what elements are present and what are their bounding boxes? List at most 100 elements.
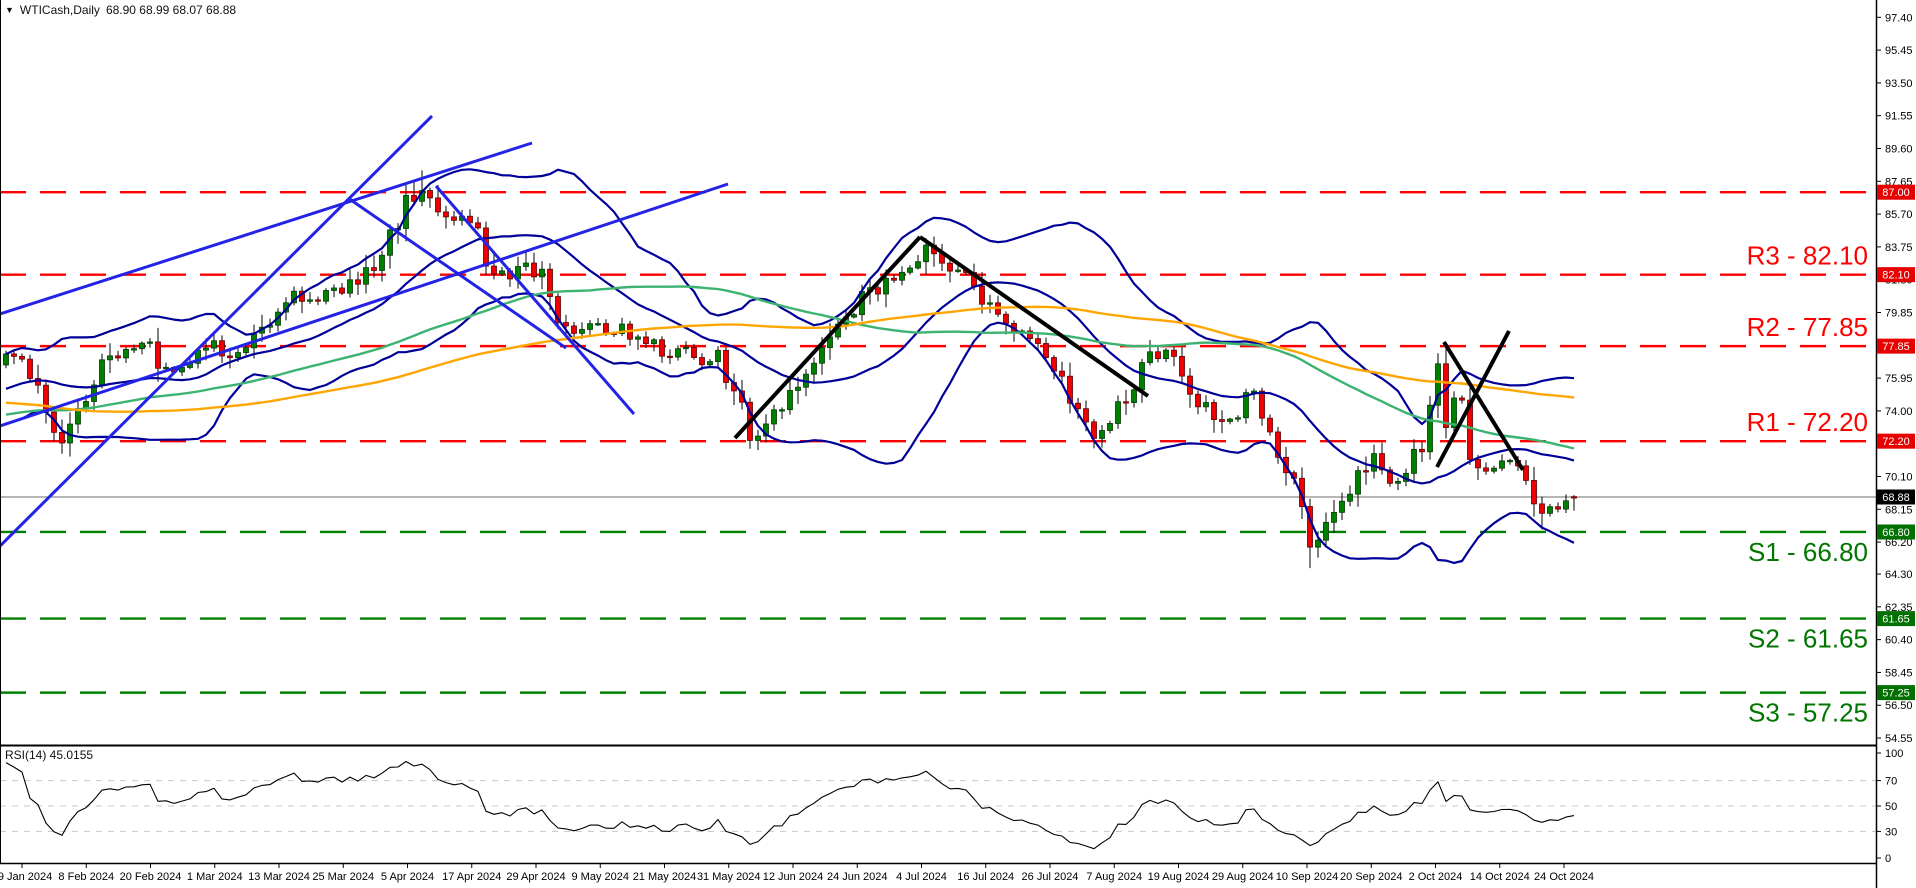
price-tick-label: 58.45	[1885, 667, 1913, 679]
candle-body	[1275, 431, 1281, 458]
candle-body	[523, 262, 529, 267]
price-tick-label: 85.70	[1885, 209, 1913, 221]
price-tick-label: 64.30	[1885, 569, 1913, 581]
candle-body	[1331, 511, 1337, 523]
candle-body	[603, 323, 609, 334]
candle-body	[915, 261, 921, 269]
candle-body	[123, 348, 129, 359]
candle-body	[1523, 465, 1529, 481]
rsi-tick-label: 30	[1885, 826, 1897, 838]
price-tick-label: 74.00	[1885, 406, 1913, 418]
candle-body	[1219, 419, 1225, 422]
candle-body	[467, 215, 473, 224]
black-trendline	[1435, 330, 1511, 468]
price-badge-label: 66.80	[1882, 527, 1910, 539]
candle-body	[579, 329, 585, 334]
candle-body	[811, 362, 817, 375]
candle-body	[163, 366, 169, 370]
date-label: 20 Sep 2024	[1340, 871, 1402, 883]
candle-body	[1435, 363, 1441, 406]
price-tick-label: 56.50	[1885, 700, 1913, 712]
candle-body	[1483, 467, 1489, 472]
candle-body	[1099, 430, 1105, 439]
candle-body	[451, 216, 457, 221]
date-label: 16 Jul 2024	[957, 871, 1014, 883]
candle-body	[1035, 338, 1041, 344]
candle-body	[1491, 467, 1497, 472]
price-badge-label: 82.10	[1882, 270, 1910, 282]
price-tick-label: 79.85	[1885, 307, 1913, 319]
candle-body	[387, 229, 393, 256]
candle-body	[155, 341, 161, 369]
candle-body	[819, 347, 825, 364]
price-badge	[1877, 685, 1915, 701]
indicators-layer	[5, 168, 1575, 850]
candles-layer	[3, 170, 1577, 569]
black-trendline	[733, 235, 922, 440]
candle-body	[571, 325, 577, 334]
candle-body	[371, 267, 377, 271]
candle-body	[587, 323, 593, 330]
candle-body	[179, 367, 185, 373]
date-label: 4 Jul 2024	[896, 871, 947, 883]
candle-body	[1043, 343, 1049, 358]
date-label: 13 Mar 2024	[248, 871, 310, 883]
candle-body	[1075, 402, 1081, 410]
price-tick-label: 93.50	[1885, 78, 1913, 90]
price-badge	[1877, 338, 1915, 354]
candle-body	[147, 341, 153, 344]
candle-body	[1419, 448, 1425, 453]
candle-body	[1123, 401, 1129, 404]
symbol-dropdown-arrow-icon[interactable]: ▼	[5, 5, 14, 15]
candle-body	[955, 269, 961, 272]
candle-body	[211, 340, 217, 349]
candle-body	[499, 270, 505, 275]
candle-body	[651, 339, 657, 345]
candle-body	[1195, 393, 1201, 408]
candle-body	[1139, 362, 1145, 391]
date-label: 24 Jun 2024	[827, 871, 888, 883]
candle-body	[531, 262, 537, 278]
candle-body	[619, 323, 625, 334]
candle-body	[1067, 375, 1073, 404]
date-label: 20 Feb 2024	[120, 871, 182, 883]
date-label: 12 Jun 2024	[763, 871, 824, 883]
candle-body	[1339, 500, 1345, 513]
resistance-label: R3 - 82.10	[1747, 241, 1868, 271]
price-tick-label: 89.60	[1885, 143, 1913, 155]
candle-body	[563, 322, 569, 327]
date-label: 19 Aug 2024	[1148, 871, 1210, 883]
candle-body	[659, 339, 665, 357]
candle-body	[99, 359, 105, 386]
ohlc-values: 68.90 68.99 68.07 68.88	[105, 3, 237, 17]
candle-body	[27, 358, 33, 379]
candle-body	[1059, 370, 1065, 377]
candle-body	[1227, 418, 1233, 422]
date-label: 8 Feb 2024	[58, 871, 114, 883]
date-label: 7 Aug 2024	[1086, 871, 1142, 883]
candle-body	[1451, 397, 1457, 428]
candle-body	[323, 290, 329, 302]
sma-green-line	[5, 285, 1575, 450]
price-badge-label: 57.25	[1882, 688, 1910, 700]
candle-body	[771, 409, 777, 425]
price-tick-label: 60.40	[1885, 635, 1913, 647]
price-tick-label: 54.55	[1885, 733, 1913, 745]
candle-body	[1163, 349, 1169, 360]
candle-body	[491, 265, 497, 275]
candle-body	[1395, 480, 1401, 484]
candle-body	[1363, 470, 1369, 473]
candle-body	[1531, 480, 1537, 505]
candle-body	[1323, 521, 1329, 541]
date-label: 1 Mar 2024	[187, 871, 243, 883]
candle-body	[779, 409, 785, 412]
candle-body	[987, 302, 993, 305]
candle-body	[339, 287, 345, 294]
price-tick-label: 70.10	[1885, 471, 1913, 483]
support-label: S1 - 66.80	[1748, 537, 1868, 567]
candle-body	[243, 347, 249, 353]
candle-body	[435, 197, 441, 213]
candle-body	[1475, 459, 1481, 469]
price-badge	[1877, 524, 1915, 540]
